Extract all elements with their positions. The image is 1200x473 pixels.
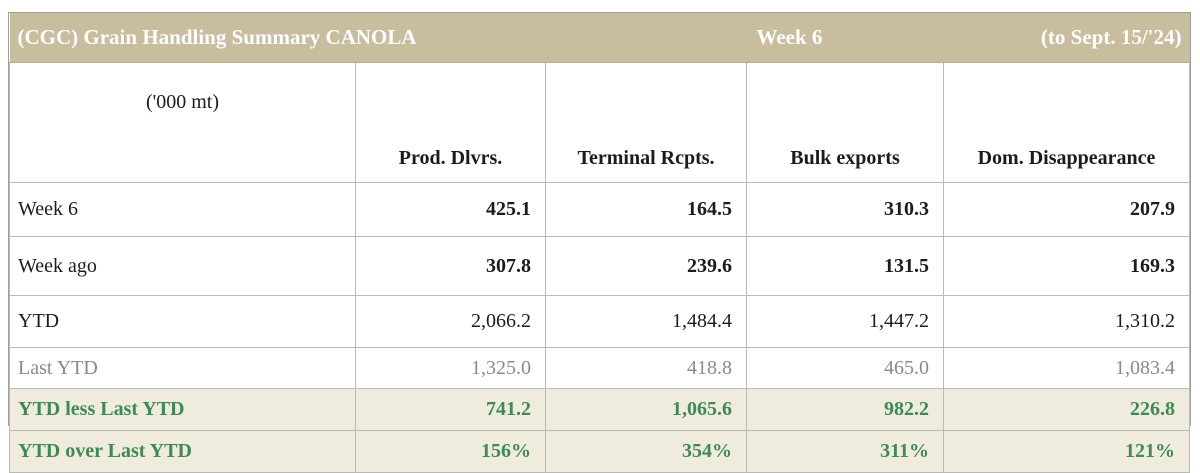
grain-handling-summary-table: (CGC) Grain Handling Summary CANOLA Week… [9,13,1190,473]
cell-value: 2,066.2 [355,295,546,348]
grain-handling-table-frame: (CGC) Grain Handling Summary CANOLA Week… [8,12,1191,473]
cell-value: 156% [355,430,546,473]
table-row-week-6: Week 6 425.1 164.5 310.3 207.9 [9,182,1190,237]
table-row-ytd-over-last-ytd: YTD over Last YTD 156% 354% 311% 121% [9,430,1190,473]
column-header-terminal-rcpts: Terminal Rcpts. [545,62,747,183]
row-label: Week ago [9,236,356,296]
row-label: YTD [9,295,356,348]
cell-value: 239.6 [545,236,747,296]
table-row-ytd-less-last-ytd: YTD less Last YTD 741.2 1,065.6 982.2 22… [9,388,1190,431]
row-label: Last YTD [9,347,356,389]
table-title-row: (CGC) Grain Handling Summary CANOLA Week… [9,13,1190,63]
cell-value: 207.9 [943,182,1190,237]
cell-value: 741.2 [355,388,546,431]
cell-value: 310.3 [746,182,944,237]
cell-value: 226.8 [943,388,1190,431]
cell-value: 311% [746,430,944,473]
week-label: Week 6 [746,13,944,63]
cell-value: 121% [943,430,1190,473]
cell-value: 169.3 [943,236,1190,296]
cell-value: 164.5 [545,182,747,237]
table-row-ytd: YTD 2,066.2 1,484.4 1,447.2 1,310.2 [9,295,1190,348]
column-header-prod-dlvrs: Prod. Dlvrs. [355,62,546,183]
column-header-dom-disappearance: Dom. Disappearance [943,62,1190,183]
cell-value: 982.2 [746,388,944,431]
cell-value: 1,065.6 [545,388,747,431]
column-header-row: ('000 mt) Prod. Dlvrs. Terminal Rcpts. B… [9,62,1190,183]
cell-value: 354% [545,430,747,473]
cell-value: 1,083.4 [943,347,1190,389]
cell-value: 1,325.0 [355,347,546,389]
column-header-bulk-exports: Bulk exports [746,62,944,183]
cell-value: 418.8 [545,347,747,389]
units-label: ('000 mt) [9,62,356,183]
table-title: (CGC) Grain Handling Summary CANOLA [9,13,747,63]
cell-value: 425.1 [355,182,546,237]
row-label: YTD less Last YTD [9,388,356,431]
cell-value: 1,310.2 [943,295,1190,348]
cell-value: 465.0 [746,347,944,389]
cell-value: 307.8 [355,236,546,296]
date-note: (to Sept. 15/'24) [943,13,1190,63]
cell-value: 131.5 [746,236,944,296]
row-label: YTD over Last YTD [9,430,356,473]
table-row-last-ytd: Last YTD 1,325.0 418.8 465.0 1,083.4 [9,347,1190,389]
cell-value: 1,484.4 [545,295,747,348]
cell-value: 1,447.2 [746,295,944,348]
row-label: Week 6 [9,182,356,237]
table-row-week-ago: Week ago 307.8 239.6 131.5 169.3 [9,236,1190,296]
